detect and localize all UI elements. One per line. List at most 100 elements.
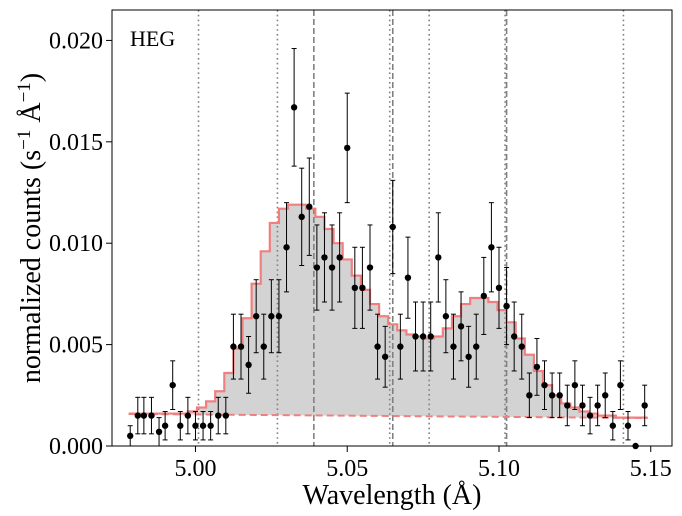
data-marker (586, 412, 594, 419)
y-axis-label-exp1: −1 (14, 130, 35, 150)
data-marker (526, 392, 533, 399)
data-point-63 (602, 372, 609, 419)
data-point-56 (548, 372, 556, 419)
data-point-23 (298, 167, 305, 267)
data-marker (177, 422, 184, 429)
data-point-43 (450, 313, 457, 380)
y-axis-label: normalized counts (s−1 Å−1) (14, 73, 47, 383)
x-tick-label-3: 5.15 (630, 456, 672, 482)
data-marker (397, 343, 404, 350)
data-point-17 (252, 279, 260, 354)
data-point-38 (412, 301, 419, 372)
data-marker (510, 333, 518, 340)
data-point-47 (480, 256, 488, 335)
data-point-14 (230, 313, 237, 380)
data-point-41 (435, 212, 442, 303)
y-axis-label-main: normalized counts (s (16, 150, 47, 383)
data-point-50 (503, 267, 510, 346)
data-marker (564, 402, 571, 409)
data-marker (359, 284, 366, 292)
data-marker (617, 381, 624, 389)
data-marker (465, 353, 472, 360)
y-axis: 0.000 0.005 0.010 0.015 0.020 (49, 28, 112, 460)
data-marker (641, 402, 648, 409)
y-tick-label-2: 0.010 (49, 231, 103, 257)
panel-label: HEG (130, 26, 175, 51)
data-point-27 (328, 224, 336, 311)
data-marker (290, 104, 298, 111)
model-fill (128, 204, 648, 419)
data-marker (427, 333, 434, 340)
reference-lines (197, 10, 625, 446)
data-point-42 (442, 279, 450, 354)
data-point-15 (237, 313, 245, 380)
data-point-59 (571, 360, 579, 410)
data-marker (237, 343, 245, 350)
x-tick-label-1: 5.05 (326, 456, 368, 482)
data-point-29 (344, 92, 351, 204)
data-point-21 (283, 202, 290, 293)
model-fill-layer (128, 204, 648, 419)
data-point-20 (275, 279, 283, 354)
data-marker (148, 412, 155, 419)
data-point-1 (134, 396, 141, 435)
data-point-49 (495, 246, 503, 329)
data-marker (192, 422, 199, 429)
data-point-64 (609, 411, 617, 441)
data-marker (351, 284, 359, 292)
data-point-55 (541, 360, 548, 410)
data-marker (321, 254, 328, 261)
y-axis-label-close: ) (16, 73, 47, 82)
x-tick-label-0: 5.00 (174, 456, 216, 482)
data-marker (328, 264, 336, 271)
plot-area (111, 9, 673, 450)
data-point-33 (374, 313, 381, 380)
data-marker (222, 412, 230, 419)
data-marker (488, 244, 495, 251)
data-point-26 (321, 212, 328, 303)
data-marker (155, 428, 163, 436)
data-marker (169, 381, 176, 389)
data-marker (412, 333, 419, 340)
data-point-12 (215, 396, 222, 435)
data-points (127, 48, 648, 450)
data-marker (442, 313, 450, 320)
data-point-58 (564, 384, 571, 427)
data-point-45 (465, 325, 472, 388)
data-marker (541, 381, 548, 389)
plot-frame (111, 9, 673, 447)
data-point-36 (397, 313, 404, 380)
data-point-16 (245, 335, 252, 394)
x-tick-label-2: 5.10 (478, 456, 520, 482)
data-point-10 (199, 411, 207, 441)
data-point-48 (488, 202, 495, 293)
data-marker (556, 392, 563, 399)
data-marker (215, 412, 222, 419)
data-point-4 (155, 417, 163, 447)
data-marker (480, 292, 488, 300)
data-point-11 (207, 411, 214, 441)
data-marker (533, 363, 541, 371)
data-marker (419, 333, 427, 340)
data-point-24 (306, 157, 313, 256)
data-point-7 (177, 411, 184, 441)
data-marker (161, 422, 169, 429)
data-point-18 (260, 313, 267, 380)
data-marker (313, 264, 321, 271)
data-marker (594, 402, 601, 409)
data-point-66 (624, 411, 632, 441)
y-tick-label-0: 0.000 (49, 434, 103, 460)
data-point-30 (351, 246, 359, 329)
data-point-53 (526, 372, 533, 419)
y-axis-label-unit: Å (16, 102, 47, 130)
data-point-46 (473, 313, 480, 380)
data-marker (609, 422, 617, 429)
data-marker (230, 343, 237, 350)
data-marker (245, 361, 252, 369)
data-point-19 (268, 279, 275, 354)
data-point-35 (389, 179, 396, 275)
data-point-65 (617, 360, 624, 410)
data-point-6 (169, 360, 176, 410)
data-marker (579, 402, 586, 409)
data-marker (518, 343, 525, 350)
